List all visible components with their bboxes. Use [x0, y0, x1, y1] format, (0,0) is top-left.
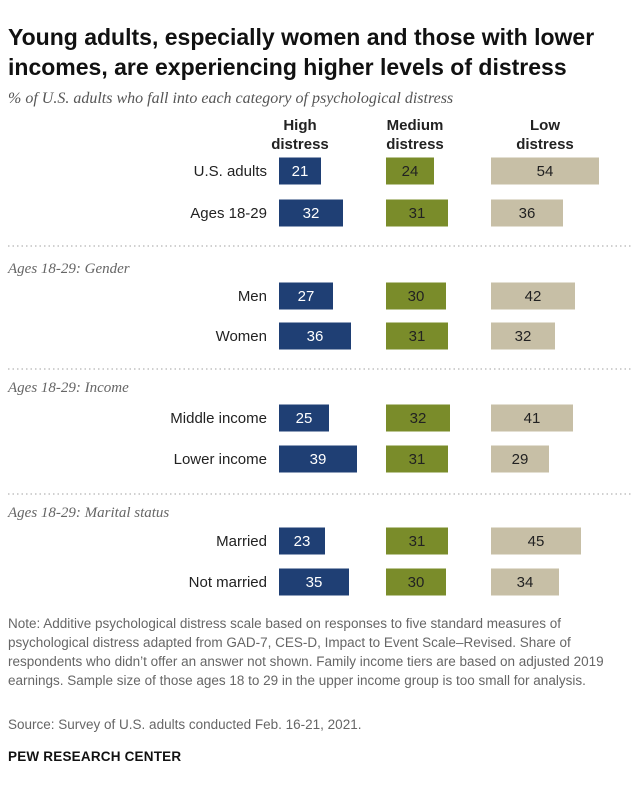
bar-value-label: 31	[409, 533, 426, 550]
bar-value-label: 30	[408, 288, 425, 305]
row-label: U.S. adults	[194, 163, 267, 180]
bar-medium-distress	[386, 568, 446, 596]
group-label: Ages 18-29: Income	[7, 380, 129, 396]
bar-value-label: 25	[296, 410, 313, 427]
source-line: Source: Survey of U.S. adults conducted …	[8, 717, 362, 732]
distress-bar-chart: U.S. adults 21 24 54 Ages 18-29 32 31 36 Ages 18…	[7, 157, 632, 596]
bar-value-label: 42	[525, 288, 542, 305]
bar-value-label: 31	[409, 451, 426, 468]
column-header-high: High distress	[262, 116, 338, 154]
bar-value-label: 36	[307, 328, 324, 345]
bar-high-distress	[279, 157, 321, 185]
bar-value-label: 31	[409, 205, 426, 222]
bar-low-distress	[491, 527, 581, 555]
footnote: Note: Additive psychological distress sc…	[8, 616, 604, 688]
group-label: Ages 18-29: Marital status	[7, 505, 169, 521]
bar-high-distress	[279, 322, 351, 350]
bar-medium-distress	[386, 404, 450, 432]
pew-research-center-logo: PEW RESEARCH CENTER	[8, 749, 182, 764]
row-label: Married	[216, 533, 267, 550]
bar-medium-distress	[386, 445, 448, 473]
column-header-medium: Medium distress	[370, 116, 460, 154]
bar-value-label: 21	[292, 163, 309, 180]
bar-medium-distress	[386, 199, 448, 227]
row-label: Ages 18-29	[190, 205, 267, 222]
column-header-low-line2: distress	[516, 136, 574, 153]
bar-high-distress	[279, 445, 357, 473]
bar-high-distress	[279, 527, 325, 555]
column-header-medium-line2: distress	[386, 136, 444, 153]
bar-high-distress	[279, 404, 329, 432]
bar-value-label: 35	[306, 574, 323, 591]
row-label: Men	[238, 288, 267, 305]
bar-high-distress	[279, 199, 343, 227]
group-label: Ages 18-29: Gender	[7, 261, 130, 277]
bar-value-label: 32	[410, 410, 427, 427]
row-label: Not married	[189, 574, 267, 591]
bar-high-distress	[279, 282, 333, 310]
bar-value-label: 45	[528, 533, 545, 550]
bar-value-label: 39	[310, 451, 327, 468]
column-header-high-line1: High	[283, 117, 317, 134]
bar-high-distress	[279, 568, 349, 596]
row-label: Lower income	[174, 451, 267, 468]
bar-low-distress	[491, 445, 549, 473]
bar-value-label: 32	[515, 328, 532, 345]
bar-value-label: 30	[408, 574, 425, 591]
bar-value-label: 29	[512, 451, 529, 468]
bar-value-label: 41	[524, 410, 541, 427]
chart-title: Young adults, especially women and those…	[8, 24, 595, 80]
bar-low-distress	[491, 322, 555, 350]
bar-value-label: 31	[409, 328, 426, 345]
column-header-low-line1: Low	[530, 117, 560, 134]
bar-value-label: 36	[519, 205, 536, 222]
row-label: Women	[216, 328, 267, 345]
bar-value-label: 54	[537, 163, 554, 180]
bar-value-label: 27	[298, 288, 315, 305]
bar-low-distress	[491, 568, 559, 596]
bar-value-label: 32	[303, 205, 320, 222]
row-label: Middle income	[170, 410, 267, 427]
column-header-low: Low distress	[500, 116, 590, 154]
bar-low-distress	[491, 404, 573, 432]
bar-value-label: 34	[517, 574, 534, 591]
column-header-medium-line1: Medium	[386, 117, 444, 134]
chart-subtitle: % of U.S. adults who fall into each cate…	[8, 90, 454, 107]
bar-low-distress	[491, 199, 563, 227]
bar-medium-distress	[386, 527, 448, 555]
bar-medium-distress	[386, 322, 448, 350]
bar-low-distress	[491, 282, 575, 310]
column-header-high-line2: distress	[271, 136, 329, 153]
bar-medium-distress	[386, 282, 446, 310]
bar-medium-distress	[386, 157, 434, 185]
bar-value-label: 24	[402, 163, 419, 180]
bar-low-distress	[491, 157, 599, 185]
bar-value-label: 23	[294, 533, 311, 550]
